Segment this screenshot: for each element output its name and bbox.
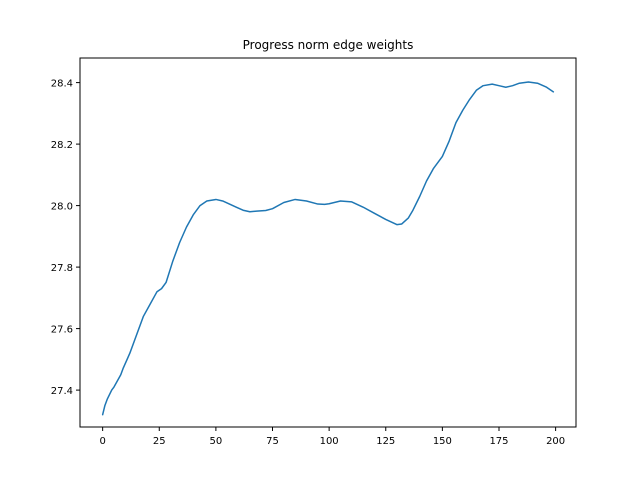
x-tick-label: 50 [210,436,223,447]
x-tick-label: 150 [433,436,452,447]
plot-area [101,81,555,416]
chart-title: Progress norm edge weights [243,38,414,52]
y-tick-label: 28.0 [51,202,73,213]
x-tick-label: 0 [99,436,105,447]
x-tick-label: 100 [320,436,339,447]
y-tick-label: 28.4 [51,79,73,90]
series-line [101,81,555,416]
x-axis-ticks: 0 25 50 75 100 125 150 175 200 [99,427,565,447]
y-tick-label: 27.6 [51,325,73,336]
x-tick-label: 200 [546,436,565,447]
y-tick-label: 27.4 [51,386,73,397]
y-tick-label: 27.8 [51,263,73,274]
y-tick-label: 28.2 [51,140,73,151]
x-tick-label: 75 [266,436,279,447]
x-tick-label: 25 [153,436,166,447]
axes-frame [79,57,577,428]
y-axis-ticks: 27.4 27.6 27.8 28.0 28.2 28.4 [51,79,80,397]
x-tick-label: 125 [376,436,395,447]
x-tick-label: 175 [489,436,508,447]
